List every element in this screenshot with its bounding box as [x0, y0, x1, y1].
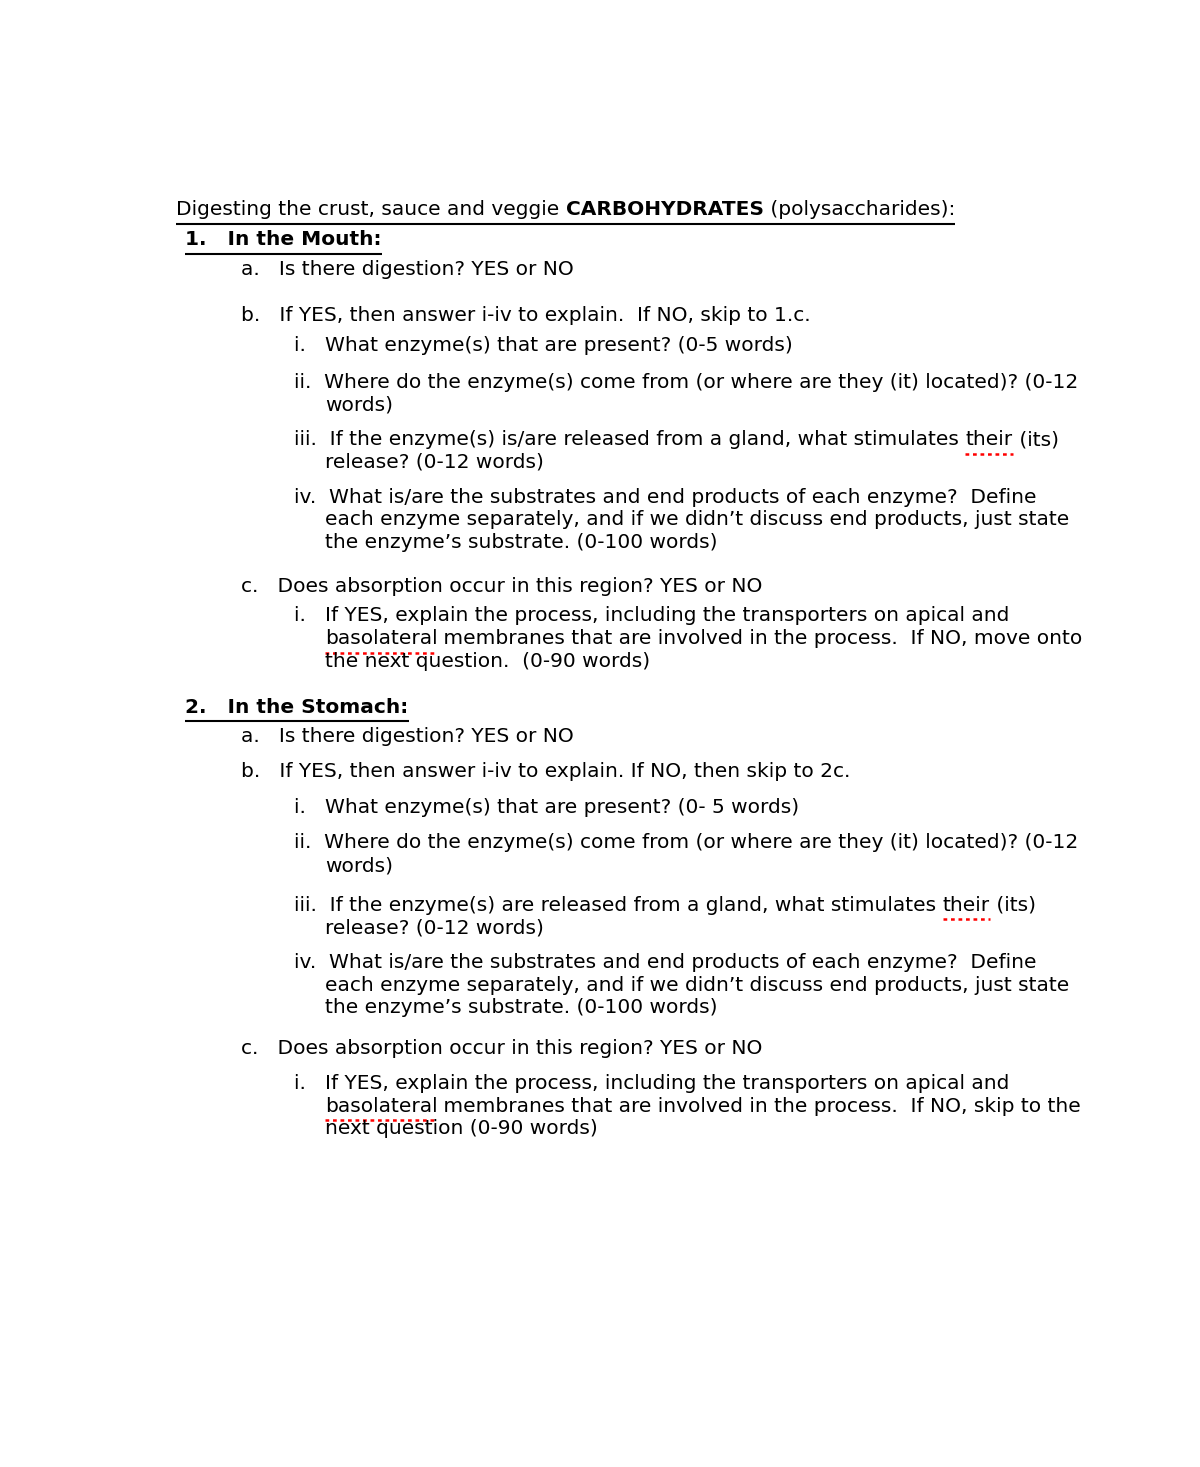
Text: release? (0-12 words): release? (0-12 words) — [325, 453, 544, 472]
Text: Digesting the crust, sauce and veggie: Digesting the crust, sauce and veggie — [176, 201, 565, 220]
Text: membranes that are involved in the process.  If NO, move onto: membranes that are involved in the proce… — [438, 629, 1082, 648]
Text: basolateral: basolateral — [325, 1097, 438, 1116]
Text: a.   Is there digestion? YES or NO: a. Is there digestion? YES or NO — [241, 728, 574, 747]
Text: ii.  Where do the enzyme(s) come from (or where are they (it) located)? (0-12: ii. Where do the enzyme(s) come from (or… — [294, 833, 1079, 852]
Text: next question (0-90 words): next question (0-90 words) — [325, 1119, 598, 1138]
Text: ii.  Where do the enzyme(s) come from (or where are they (it) located)? (0-12: ii. Where do the enzyme(s) come from (or… — [294, 373, 1079, 392]
Text: c.   Does absorption occur in this region? YES or NO: c. Does absorption occur in this region?… — [241, 577, 762, 596]
Text: (its): (its) — [990, 895, 1036, 914]
Text: b.   If YES, then answer i-iv to explain. If NO, then skip to 2c.: b. If YES, then answer i-iv to explain. … — [241, 763, 851, 782]
Text: each enzyme separately, and if we didn’t discuss end products, just state: each enzyme separately, and if we didn’t… — [325, 976, 1069, 995]
Text: iii.  If the enzyme(s) are released from a gland, what stimulates: iii. If the enzyme(s) are released from … — [294, 895, 943, 914]
Text: a.   Is there digestion? YES or NO: a. Is there digestion? YES or NO — [241, 260, 574, 279]
Text: i.   If YES, explain the process, including the transporters on apical and: i. If YES, explain the process, includin… — [294, 606, 1009, 625]
Text: their: their — [943, 895, 990, 914]
Text: iii.  If the enzyme(s) is/are released from a gland, what stimulates: iii. If the enzyme(s) is/are released fr… — [294, 430, 965, 449]
Text: CARBOHYDRATES: CARBOHYDRATES — [565, 201, 763, 220]
Text: i.   What enzyme(s) that are present? (0- 5 words): i. What enzyme(s) that are present? (0- … — [294, 798, 799, 817]
Text: i.   If YES, explain the process, including the transporters on apical and: i. If YES, explain the process, includin… — [294, 1074, 1009, 1093]
Text: words): words) — [325, 857, 392, 874]
Text: membranes that are involved in the process.  If NO, skip to the: membranes that are involved in the proce… — [438, 1097, 1081, 1116]
Text: basolateral: basolateral — [325, 629, 438, 648]
Text: (its): (its) — [1013, 430, 1058, 449]
Text: their: their — [966, 430, 1013, 449]
Text: c.   Does absorption occur in this region? YES or NO: c. Does absorption occur in this region?… — [241, 1039, 762, 1058]
Text: i.   What enzyme(s) that are present? (0-5 words): i. What enzyme(s) that are present? (0-5… — [294, 336, 793, 355]
Text: 1.   In the Mouth:: 1. In the Mouth: — [185, 230, 382, 249]
Text: the enzyme’s substrate. (0-100 words): the enzyme’s substrate. (0-100 words) — [325, 533, 718, 552]
Text: iv.  What is/are the substrates and end products of each enzyme?  Define: iv. What is/are the substrates and end p… — [294, 954, 1037, 973]
Text: the next question.  (0-90 words): the next question. (0-90 words) — [325, 651, 650, 670]
Text: (polysaccharides):: (polysaccharides): — [763, 201, 955, 220]
Text: b.   If YES, then answer i-iv to explain.  If NO, skip to 1.c.: b. If YES, then answer i-iv to explain. … — [241, 307, 811, 326]
Text: iv.  What is/are the substrates and end products of each enzyme?  Define: iv. What is/are the substrates and end p… — [294, 489, 1037, 506]
Text: the enzyme’s substrate. (0-100 words): the enzyme’s substrate. (0-100 words) — [325, 999, 718, 1018]
Text: words): words) — [325, 395, 392, 414]
Text: 2.   In the Stomach:: 2. In the Stomach: — [185, 698, 408, 717]
Text: each enzyme separately, and if we didn’t discuss end products, just state: each enzyme separately, and if we didn’t… — [325, 511, 1069, 530]
Text: release? (0-12 words): release? (0-12 words) — [325, 918, 544, 937]
